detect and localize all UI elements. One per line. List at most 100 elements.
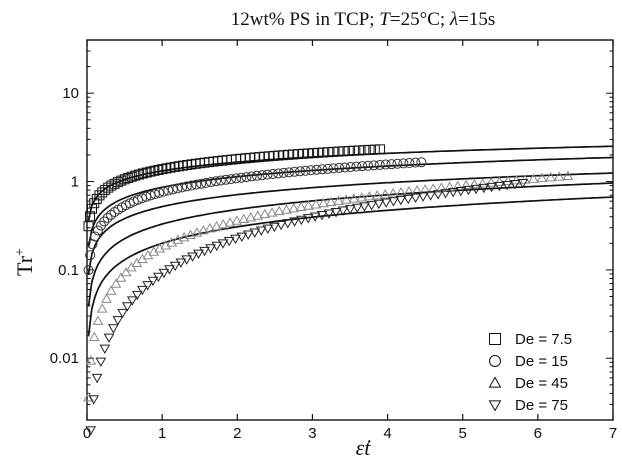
data-point: [101, 293, 112, 303]
data-point: [215, 175, 226, 186]
data-point: [369, 144, 380, 155]
data-point: [185, 229, 196, 239]
data-point: [309, 212, 321, 222]
data-point: [231, 173, 242, 184]
data-point: [103, 182, 114, 193]
data-point: [201, 177, 212, 188]
data-point: [323, 147, 334, 158]
data-point: [186, 180, 197, 191]
data-point: [205, 177, 216, 188]
data-point: [169, 261, 181, 272]
chart-title-t-symbol: T: [379, 9, 391, 30]
plot-frame: [86, 39, 614, 421]
data-point: [269, 222, 280, 233]
data-point: [205, 244, 216, 254]
data-point: [364, 191, 375, 201]
x-tick-label: 2: [233, 425, 241, 442]
data-point: [220, 174, 231, 185]
data-point: [255, 226, 267, 236]
data-point: [278, 167, 289, 178]
data-point: [262, 224, 274, 234]
data-point: [345, 162, 356, 173]
data-point: [95, 357, 107, 368]
data-point: [266, 207, 278, 217]
data-point: [187, 252, 198, 262]
data-point: [318, 147, 329, 158]
data-point: [477, 178, 489, 188]
data-point: [167, 184, 178, 195]
data-point: [223, 237, 235, 247]
plot-area: 0 1 2 3 4 5 6 7 0.01 0.1 1 10 De = 7.5 De = 15 De = 45…: [50, 39, 617, 442]
data-point: [99, 216, 110, 227]
data-point: [379, 188, 391, 199]
data-point: [395, 186, 407, 197]
data-point: [198, 225, 209, 235]
data-point: [340, 194, 352, 204]
x-tick-label: 4: [383, 425, 391, 442]
data-point: [94, 190, 105, 201]
data-point: [440, 189, 451, 199]
legend-label: De = 75: [515, 397, 568, 414]
data-point: [131, 290, 143, 301]
data-point: [217, 218, 229, 229]
legend-label: De = 45: [515, 375, 568, 392]
data-point: [364, 144, 375, 155]
data-point: [351, 161, 362, 172]
data-point: [262, 169, 273, 180]
data-point: [368, 160, 379, 171]
data-point: [306, 165, 317, 176]
data-point: [410, 193, 421, 204]
y-axis-label-text: Tr: [12, 255, 37, 276]
data-point: [181, 181, 192, 192]
data-point: [193, 249, 204, 259]
x-tick-label: 5: [459, 425, 467, 442]
data-point: [106, 209, 117, 220]
data-point: [251, 170, 262, 181]
data-point: [316, 210, 328, 221]
data-point: [485, 177, 497, 187]
data-point: [153, 272, 164, 283]
data-point: [460, 179, 472, 190]
data-point: [121, 302, 133, 312]
data-point: [562, 170, 574, 180]
data-point: [455, 186, 467, 197]
data-point: [112, 177, 123, 188]
data-point: [348, 193, 360, 203]
data-point: [163, 185, 174, 196]
chart-title-prefix: 12wt% PS in TCP;: [231, 9, 380, 30]
data-point: [380, 159, 391, 170]
data-point: [339, 162, 350, 173]
data-point: [447, 188, 459, 198]
data-point: [137, 285, 148, 296]
data-point: [123, 172, 134, 183]
data-point: [175, 258, 187, 268]
data-point: [211, 241, 223, 252]
data-point: [249, 228, 261, 238]
data-point: [343, 145, 354, 156]
data-point: [142, 281, 154, 291]
data-point: [281, 204, 292, 214]
data-point: [333, 195, 344, 205]
data-point: [493, 181, 505, 192]
data-point: [388, 197, 399, 207]
data-point: [106, 180, 117, 191]
legend-label: De = 15: [515, 353, 568, 370]
data-point: [310, 199, 322, 209]
data-point: [371, 189, 383, 200]
model-curve: [87, 145, 613, 221]
data-point: [387, 187, 399, 198]
data-point: [87, 239, 98, 250]
data-point: [226, 174, 237, 185]
data-point: [337, 206, 349, 216]
data-point: [486, 182, 497, 193]
data-point: [145, 166, 156, 177]
data-point: [470, 184, 482, 195]
data-point: [230, 234, 241, 245]
data-point: [344, 205, 356, 215]
data-point: [302, 214, 314, 224]
data-point: [102, 212, 113, 223]
data-point: [348, 145, 359, 156]
data-point: [410, 157, 421, 168]
data-point: [338, 146, 349, 157]
data-point: [469, 178, 480, 189]
